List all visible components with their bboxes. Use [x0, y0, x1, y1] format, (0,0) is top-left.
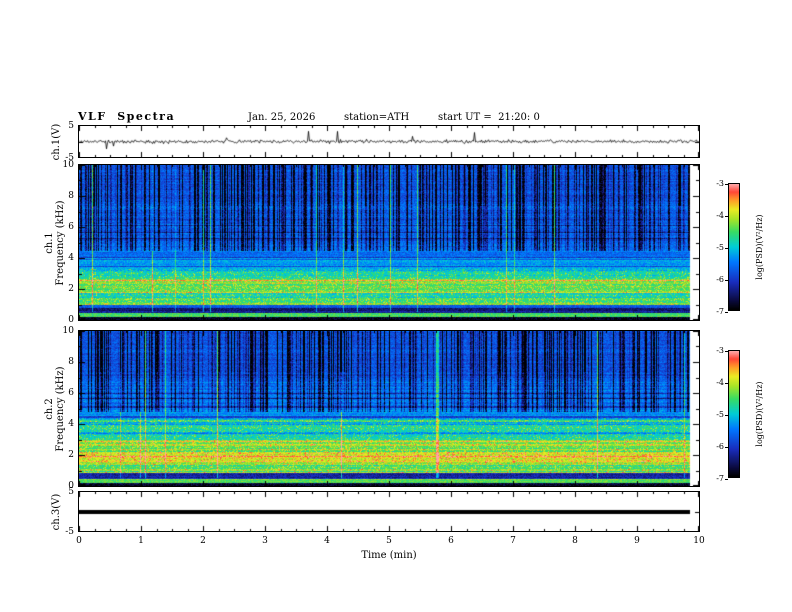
- x-axis-title: Time (min): [361, 550, 417, 561]
- colorbar-tick-mark: [725, 312, 728, 313]
- x-tick-label: 0: [76, 536, 82, 546]
- colorbar-tick-mark: [725, 447, 728, 448]
- colorbar-ch2-label: log(PSD)(V²/Hz): [755, 381, 764, 447]
- ch3-waveform-canvas: [79, 492, 699, 531]
- date-label: Jan. 25, 2026: [248, 112, 316, 123]
- colorbar-tick-label: -6: [716, 275, 724, 284]
- y-tick-label: 5: [68, 120, 74, 131]
- y-tick-label: 5: [68, 486, 74, 497]
- y-tick-label: 4: [68, 419, 74, 429]
- colorbar-tick-mark: [725, 415, 728, 416]
- y-tick-label: 0: [68, 315, 74, 325]
- colorbar-tick-mark: [725, 248, 728, 249]
- y-tick-label: 8: [68, 357, 74, 367]
- x-tick-label: 1: [138, 536, 144, 546]
- colorbar-tick-label: -3: [716, 179, 724, 188]
- y-tick-label: 4: [68, 253, 74, 263]
- start-ut-label: start UT = 21:20: 0: [438, 112, 540, 123]
- colorbar-tick-label: -6: [716, 442, 724, 451]
- colorbar-tick-mark: [725, 280, 728, 281]
- colorbar-tick-label: -7: [716, 474, 724, 483]
- station-label: station=ATH: [344, 112, 410, 123]
- ch1-spectrogram-panel: [78, 164, 700, 321]
- colorbar-tick-label: -5: [716, 410, 724, 419]
- y-tick-label: 2: [68, 450, 74, 460]
- colorbar-ch1: [728, 183, 740, 311]
- ch1-voltage-axis-label: ch.1(V): [51, 102, 63, 182]
- colorbar-ch1-label: log(PSD)(V²/Hz): [755, 214, 764, 280]
- x-tick-label: 5: [386, 536, 392, 546]
- ch1-waveform-panel: [78, 125, 700, 158]
- colorbar-tick-label: -4: [716, 378, 724, 387]
- x-tick-label: 10: [693, 536, 705, 546]
- ch3-voltage-axis-text: ch.3(V): [51, 493, 62, 531]
- x-tick-label: 2: [200, 536, 206, 546]
- ch3-waveform-panel: [78, 491, 700, 532]
- y-tick-label: 8: [68, 191, 74, 201]
- ch1-spectrogram-canvas: [79, 165, 699, 320]
- colorbar-tick-label: -4: [716, 211, 724, 220]
- x-tick-label: 4: [324, 536, 330, 546]
- plot-title: VLF Spectra: [78, 110, 176, 123]
- y-tick-label: 10: [62, 160, 74, 170]
- x-tick-label: 6: [448, 536, 454, 546]
- ch2-spectrogram-panel: [78, 330, 700, 487]
- colorbar-ch2: [728, 350, 740, 478]
- y-tick-label: 10: [62, 326, 74, 336]
- y-tick-label: 6: [68, 222, 74, 232]
- y-tick-label: 0: [68, 481, 74, 491]
- colorbar-tick-label: -3: [716, 346, 724, 355]
- colorbar-tick-mark: [725, 184, 728, 185]
- y-tick-label: -5: [65, 526, 74, 537]
- x-tick-label: 9: [634, 536, 640, 546]
- y-tick-label: 6: [68, 388, 74, 398]
- colorbar-tick-mark: [725, 383, 728, 384]
- ch1-waveform-canvas: [79, 126, 699, 157]
- colorbar-tick-label: -7: [716, 307, 724, 316]
- x-tick-label: 8: [572, 536, 578, 546]
- y-tick-label: 2: [68, 284, 74, 294]
- x-tick-label: 7: [510, 536, 516, 546]
- colorbar-tick-mark: [725, 216, 728, 217]
- colorbar-tick-mark: [725, 351, 728, 352]
- ch2-spectrogram-canvas: [79, 331, 699, 486]
- y-tick-label: -5: [65, 152, 74, 163]
- x-tick-label: 3: [262, 536, 268, 546]
- colorbar-tick-mark: [725, 479, 728, 480]
- colorbar-tick-label: -5: [716, 243, 724, 252]
